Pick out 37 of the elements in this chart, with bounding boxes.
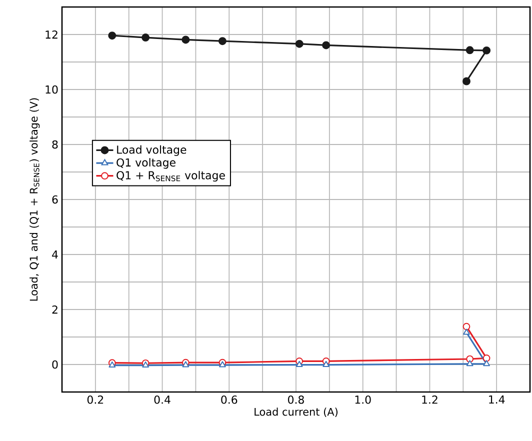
y-tick-label: 10 xyxy=(46,85,58,94)
x-axis-title: Load current (A) xyxy=(254,408,338,417)
x-tick-label: 1.4 xyxy=(489,396,505,404)
legend-label: Q1 voltage xyxy=(116,158,176,169)
point xyxy=(322,360,330,367)
point xyxy=(219,361,226,368)
point xyxy=(463,328,470,335)
point xyxy=(296,360,303,367)
x-tick-label: 1.0 xyxy=(355,396,371,404)
point xyxy=(462,322,470,330)
point xyxy=(295,40,304,48)
y-tick-label: 8 xyxy=(52,140,58,149)
x-tick-label: 0.4 xyxy=(154,396,170,404)
point xyxy=(108,32,116,40)
point xyxy=(182,36,190,44)
point xyxy=(462,77,470,86)
point xyxy=(142,34,150,42)
y-tick-label: 2 xyxy=(52,305,58,314)
point xyxy=(218,37,226,46)
point xyxy=(483,360,490,366)
y-tick-label: 6 xyxy=(52,195,58,204)
y-tick-label: 0 xyxy=(52,360,58,369)
x-tick-label: 0.8 xyxy=(288,396,304,404)
legend-label: Load voltage xyxy=(117,145,186,156)
x-tick-label: 0.6 xyxy=(221,396,238,404)
point xyxy=(466,46,474,54)
y-tick-label: 12 xyxy=(46,30,58,39)
point xyxy=(182,361,190,368)
y-tick-label: 4 xyxy=(52,250,58,258)
point xyxy=(482,46,491,54)
legend-label: Q1 + R$_{SENSE}$ voltage xyxy=(116,170,225,182)
point xyxy=(322,41,330,50)
point xyxy=(482,354,490,362)
x-tick-label: 1.2 xyxy=(422,396,438,404)
point xyxy=(466,360,474,366)
y-axis-title: Load, Q1 and (Q1 + R$_{SENSE}$) voltage (V) xyxy=(30,98,40,301)
x-tick-label: 0.2 xyxy=(87,396,104,404)
